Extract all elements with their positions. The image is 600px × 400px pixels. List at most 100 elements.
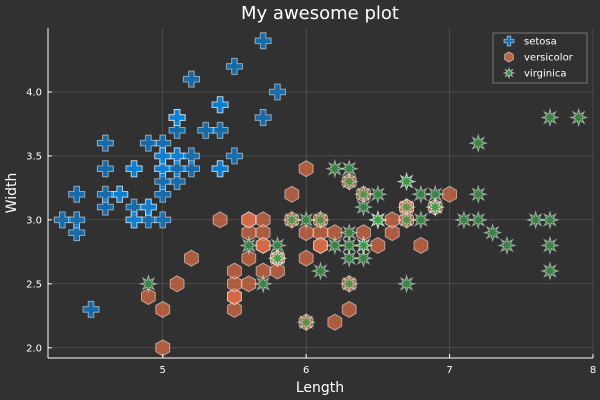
data-point-versicolor: [284, 185, 300, 203]
data-point-versicolor: [384, 224, 400, 242]
tick-labels: 5 6 7 8 2.0 2.5 3.0 3.5 4.0: [26, 87, 596, 376]
data-point-virginica: [468, 133, 489, 153]
data-point-versicolor: [413, 236, 429, 255]
y-tick-label: 3.0: [26, 215, 42, 226]
data-point-setosa: [225, 57, 243, 75]
legend-label-versicolor: versicolor: [524, 53, 574, 64]
data-point-virginica: [325, 158, 345, 179]
data-point-virginica: [396, 210, 417, 230]
data-point-setosa: [168, 160, 186, 178]
data-point-setosa: [154, 185, 172, 203]
data-point-virginica: [497, 235, 517, 256]
data-point-virginica: [253, 274, 273, 294]
data-point-virginica: [339, 235, 359, 256]
y-tick-label: 3.5: [26, 151, 42, 162]
data-point-virginica: [239, 235, 259, 256]
data-point-versicolor: [298, 160, 314, 178]
data-point-setosa: [254, 109, 272, 127]
data-point-setosa: [154, 147, 172, 165]
data-point-setosa: [53, 211, 71, 229]
data-point-versicolor: [241, 211, 257, 229]
data-point-versicolor: [313, 236, 328, 255]
data-point-setosa: [125, 211, 143, 229]
series-setosa: [53, 32, 286, 318]
axes: [47, 28, 593, 359]
data-point-versicolor: [270, 262, 285, 280]
legend-label-virginica: virginica: [524, 69, 567, 80]
data-point-versicolor: [155, 339, 171, 357]
data-point-virginica: [368, 210, 388, 230]
data-points: [53, 32, 589, 357]
y-axis-title: Width: [4, 173, 20, 214]
data-point-setosa: [82, 300, 100, 318]
data-point-virginica: [339, 158, 359, 179]
data-point-virginica: [339, 248, 359, 269]
data-point-virginica: [353, 197, 374, 217]
x-tick-label: 6: [303, 365, 309, 376]
data-point-setosa: [211, 160, 229, 178]
data-point-virginica: [296, 210, 316, 230]
data-point-setosa: [268, 83, 286, 101]
data-point-setosa: [125, 160, 143, 178]
data-point-virginica: [396, 171, 417, 192]
x-tick-label: 5: [160, 365, 166, 376]
chart-title: My awesome plot: [241, 3, 399, 24]
data-point-setosa: [182, 70, 200, 88]
data-point-versicolor: [155, 300, 171, 318]
data-point-setosa: [168, 109, 186, 127]
x-tick-label: 7: [446, 365, 452, 376]
data-point-versicolor: [442, 185, 458, 203]
data-point-virginica: [396, 274, 417, 294]
data-point-setosa: [139, 198, 157, 216]
data-point-virginica: [310, 261, 331, 281]
data-point-versicolor: [227, 275, 242, 293]
data-point-setosa: [254, 32, 272, 50]
data-point-virginica: [411, 210, 431, 230]
legend-marker-versicolor: [504, 51, 514, 63]
data-point-setosa: [139, 134, 157, 152]
data-point-versicolor: [370, 236, 386, 255]
legend-marker-setosa: [503, 35, 515, 47]
data-point-setosa: [96, 185, 114, 203]
y-tick-label: 2.5: [26, 279, 42, 290]
data-point-versicolor: [169, 275, 185, 293]
data-point-versicolor: [298, 249, 314, 267]
data-point-setosa: [68, 185, 86, 203]
legend-label-setosa: setosa: [524, 37, 557, 48]
data-point-versicolor: [298, 224, 314, 242]
data-point-virginica: [325, 235, 345, 256]
data-point-versicolor: [227, 262, 242, 280]
data-point-setosa: [197, 121, 215, 139]
data-point-versicolor: [183, 249, 199, 267]
data-point-setosa: [211, 96, 229, 114]
data-point-virginica: [339, 274, 359, 294]
x-axis-title: Length: [296, 380, 344, 396]
data-point-virginica: [482, 222, 503, 243]
data-point-virginica: [267, 248, 288, 269]
data-point-versicolor: [255, 236, 271, 255]
data-point-virginica: [339, 171, 359, 192]
data-point-versicolor: [341, 300, 357, 318]
data-point-setosa: [154, 211, 172, 229]
data-point-setosa: [225, 147, 243, 165]
data-point-virginica: [353, 248, 374, 269]
data-point-virginica: [540, 261, 560, 281]
data-point-virginica: [540, 107, 560, 128]
data-point-setosa: [96, 134, 114, 152]
data-point-versicolor: [212, 211, 228, 229]
data-point-virginica: [282, 210, 302, 230]
data-point-virginica: [368, 184, 388, 205]
series-virginica: [138, 107, 589, 332]
data-point-virginica: [568, 107, 589, 128]
data-point-virginica: [468, 210, 489, 230]
legend: setosa versicolor virginica: [492, 32, 588, 84]
y-tick-label: 4.0: [26, 87, 42, 98]
data-point-virginica: [540, 210, 560, 230]
data-point-virginica: [411, 184, 431, 205]
legend-marker-virginica: [502, 66, 516, 80]
data-point-setosa: [168, 121, 186, 139]
data-point-versicolor: [327, 313, 343, 331]
data-point-versicolor: [227, 300, 242, 318]
data-point-virginica: [454, 210, 474, 230]
